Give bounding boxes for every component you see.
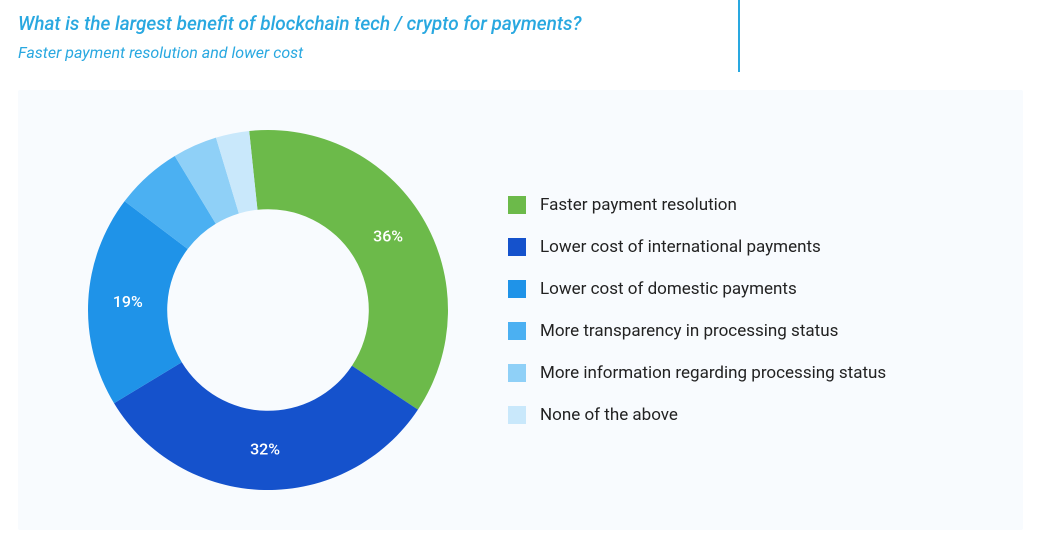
chart-legend: Faster payment resolution Lower cost of i…: [478, 173, 983, 447]
donut-chart: 36% 32% 19%: [58, 120, 478, 500]
legend-item: None of the above: [508, 405, 983, 425]
legend-label: More information regarding processing st…: [540, 363, 886, 383]
legend-label: None of the above: [540, 405, 678, 425]
legend-swatch: [508, 280, 526, 298]
survey-question: What is the largest benefit of blockchai…: [18, 12, 720, 37]
header: What is the largest benefit of blockchai…: [0, 0, 740, 72]
legend-item: More information regarding processing st…: [508, 363, 983, 383]
legend-label: More transparency in processing status: [540, 321, 838, 341]
donut-slice: [114, 362, 418, 490]
legend-swatch: [508, 322, 526, 340]
legend-item: Faster payment resolution: [508, 195, 983, 215]
legend-swatch: [508, 196, 526, 214]
legend-swatch: [508, 406, 526, 424]
survey-answer: Faster payment resolution and lower cost: [18, 43, 720, 62]
slice-percent-label: 36%: [373, 226, 403, 245]
legend-label: Faster payment resolution: [540, 195, 737, 215]
chart-panel: 36% 32% 19% Faster payment resolution Lower…: [18, 90, 1023, 530]
legend-swatch: [508, 364, 526, 382]
donut-slice: [249, 130, 448, 410]
slice-percent-label: 32%: [250, 439, 280, 458]
legend-item: Lower cost of domestic payments: [508, 279, 983, 299]
slice-percent-label: 19%: [113, 292, 143, 311]
legend-label: Lower cost of international payments: [540, 237, 821, 257]
legend-swatch: [508, 238, 526, 256]
legend-item: More transparency in processing status: [508, 321, 983, 341]
legend-label: Lower cost of domestic payments: [540, 279, 797, 299]
legend-item: Lower cost of international payments: [508, 237, 983, 257]
